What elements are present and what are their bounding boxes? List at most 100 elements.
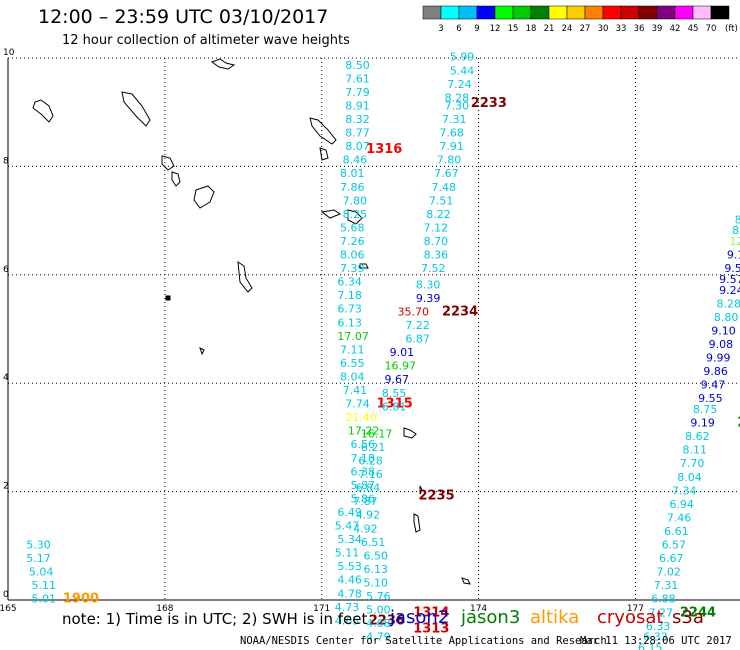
wave-height-label: 5.87	[350, 479, 375, 492]
pass-time-label: 2235	[418, 489, 454, 504]
wave-height-label: 8.91	[345, 99, 370, 112]
wave-height-label: 9.08	[709, 338, 734, 351]
colorbar-swatch	[422, 5, 442, 20]
wave-height-label: 7.18	[337, 289, 362, 302]
chart-grid: 165 168 171 174 177 0 2 4 6 8 10	[0, 48, 740, 614]
wave-height-label: 6.38	[350, 465, 375, 478]
wave-height-label: 7.30	[445, 99, 470, 112]
island-shape	[210, 58, 236, 70]
wave-height-label: 17.07	[337, 330, 369, 343]
wave-height-label: 9.67	[384, 373, 409, 386]
wave-height-label: 8.25	[343, 208, 368, 221]
wave-height-label: 4.79	[366, 631, 391, 644]
x-tick-label: 171	[313, 604, 330, 614]
wave-height-label: 6.61	[664, 525, 689, 538]
wave-height-label: 4.92	[356, 509, 381, 522]
wave-height-label: 6.57	[662, 539, 687, 552]
wave-height-label: 5.47	[335, 520, 360, 533]
colorbar-tick-label: 45	[688, 24, 699, 34]
pass-time-label: 1315	[377, 397, 413, 412]
island-shape	[199, 347, 205, 356]
wave-height-label: 6.13	[337, 316, 362, 329]
wave-height-label: 6.28	[358, 455, 383, 468]
wave-height-label: 6.49	[337, 506, 362, 519]
wave-height-label: 7.46	[667, 511, 692, 524]
wave-height-label: 5.86	[350, 492, 375, 505]
pass-time-label: 1313	[413, 622, 449, 637]
wave-height-label: 5.10	[364, 576, 389, 589]
wave-height-label: 8.11	[682, 444, 707, 457]
wave-height-label: 7.27	[649, 606, 674, 619]
colorbar-legend: 3 6 9 12 15 18 21 24 27 30 33 36 39 42 45 70 (ft)	[422, 5, 738, 34]
colorbar-tick-label: 42	[670, 24, 681, 34]
colorbar-swatch	[638, 5, 658, 20]
colorbar-swatch	[566, 5, 586, 20]
wave-height-label: 7.39	[340, 262, 365, 275]
island-shape	[413, 513, 421, 533]
pass-time-label: 1316	[366, 142, 402, 157]
wave-height-label: 9.1	[727, 249, 740, 262]
wave-height-label: 7.02	[656, 566, 681, 579]
credit-text: NOAA/NESDIS Center for Satellite Applica…	[240, 635, 607, 647]
island-shape	[237, 260, 253, 293]
wave-height-label: 6.50	[364, 549, 389, 562]
wave-height-label: 7.18	[350, 452, 375, 465]
wave-height-label: 9.01	[390, 346, 415, 359]
colorbar-tick-label: 30	[598, 24, 609, 34]
colorbar-swatch	[602, 5, 622, 20]
colorbar-swatch	[458, 5, 478, 20]
wave-height-label: 5.99	[450, 51, 475, 64]
page-title: 12:00 – 23:59 UTC 03/10/2017	[38, 6, 329, 28]
legend-s3a: s3a	[672, 607, 704, 628]
pass-time-label: 2236	[369, 613, 405, 628]
wave-height-label: 7.48	[432, 181, 457, 194]
colorbar-tick-label: 21	[544, 24, 555, 34]
wave-height-label: 16.17	[361, 427, 393, 440]
x-tick-label: 165	[0, 604, 17, 614]
legend-cryosat: cryosat	[597, 607, 664, 628]
wave-height-label: 4.68	[366, 617, 391, 630]
colorbar-tick-label: 12	[490, 24, 501, 34]
wave-height-label: 7.80	[343, 194, 368, 207]
wave-height-label: 7.51	[429, 194, 454, 207]
wave-height-label: 7.79	[345, 86, 370, 99]
wave-height-label: 5.34	[337, 533, 362, 546]
wave-height-label: 9.99	[706, 352, 731, 365]
island-shape	[121, 91, 151, 127]
colorbar-swatch	[494, 5, 514, 20]
wave-height-label: 6.81	[382, 400, 407, 413]
wave-height-label: 9.19	[690, 417, 715, 430]
island-shape	[461, 577, 471, 585]
wave-height-label: 7.70	[680, 457, 705, 470]
island-shape	[403, 427, 417, 439]
wave-height-label: 5.11	[335, 547, 360, 560]
wave-height-label: 7.68	[439, 127, 464, 140]
wave-height-label: 7.11	[340, 343, 365, 356]
y-tick-label: 10	[3, 48, 15, 58]
legend-altika: altika	[530, 607, 580, 628]
wave-height-label: 6.67	[659, 552, 684, 565]
wave-height-label: 5.30	[26, 539, 51, 552]
footer-note: note: 1) Time is in UTC; 2) SWH is in fe…	[62, 610, 368, 628]
legend-jason2: jason2	[390, 607, 450, 628]
y-tick-label: 8	[3, 156, 9, 166]
wave-height-label: 9.57	[719, 273, 740, 286]
colorbar-tick-label: 18	[526, 24, 537, 34]
colorbar-unit: (ft)	[725, 24, 738, 34]
generated-time: Mar 11 13:28:06 UTC 2017	[580, 635, 732, 647]
pass-time-label: 2245	[737, 416, 740, 431]
wave-height-label: 16.97	[384, 360, 416, 373]
wave-height-label: 8.70	[424, 235, 449, 248]
wave-height-points: 8.507.617.798.918.328.778.078.468.017.86…	[26, 51, 740, 650]
wave-height-label: 5.04	[29, 566, 53, 579]
wave-height-label: 7.12	[424, 221, 449, 234]
wave-height-label: 7.41	[343, 384, 368, 397]
colorbar-swatch	[584, 5, 604, 20]
chart-subtitle: 12 hour collection of altimeter wave hei…	[62, 33, 350, 48]
island-shape	[419, 485, 423, 495]
wave-height-label: 7.87	[353, 495, 378, 508]
y-tick-label: 2	[3, 482, 9, 492]
wave-height-label: 6.73	[337, 303, 362, 316]
wave-height-label: 5.53	[337, 560, 362, 573]
